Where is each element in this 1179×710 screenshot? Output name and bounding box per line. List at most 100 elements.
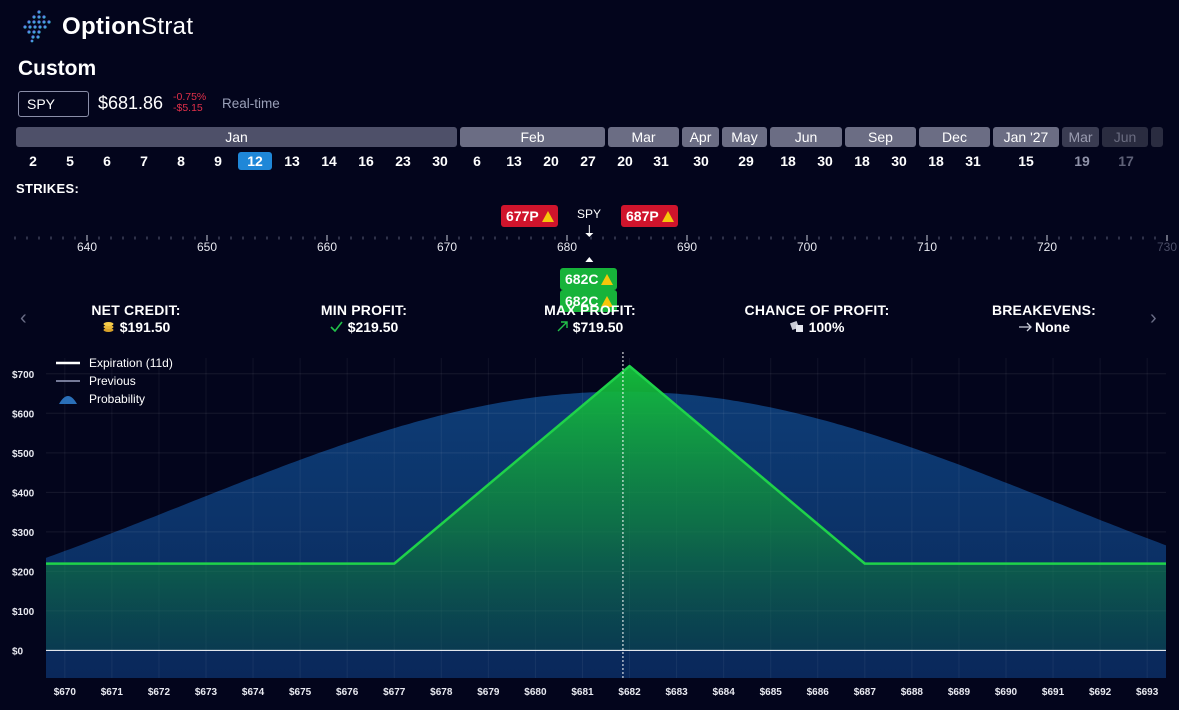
logo-text[interactable]: OptionStrat <box>62 13 194 40</box>
x-tick-label: $674 <box>242 687 265 698</box>
month-tab-jan[interactable]: Jan <box>16 127 457 147</box>
stats-prev-arrow[interactable]: ‹ <box>20 307 27 329</box>
legend-swatch-probability <box>59 396 77 404</box>
expiry-day[interactable]: 17 <box>1118 153 1134 169</box>
expiry-day[interactable]: 27 <box>580 153 596 169</box>
strike-badge-call[interactable]: 682C <box>560 290 618 312</box>
expiry-day[interactable]: 18 <box>928 153 944 169</box>
expiry-day[interactable]: 23 <box>395 153 411 169</box>
expiry-day[interactable]: 13 <box>506 153 522 169</box>
underlying-marker-arrow <box>585 233 594 237</box>
expiry-day[interactable]: 6 <box>473 153 481 169</box>
stat-chance-label: CHANCE OF PROFIT: <box>744 302 890 318</box>
x-tick-label: $676 <box>336 687 359 698</box>
y-tick-label: $600 <box>12 409 35 420</box>
expiry-day[interactable]: 19 <box>1074 153 1090 169</box>
expiry-day[interactable]: 15 <box>1018 153 1034 169</box>
expiry-day[interactable]: 30 <box>817 153 833 169</box>
expiry-day[interactable]: 2 <box>29 153 37 169</box>
x-tick-label: $691 <box>1042 687 1065 698</box>
stat-max-profit-label: MAX PROFIT: <box>544 302 636 318</box>
expiry-day[interactable]: 29 <box>738 153 754 169</box>
x-tick-label: $685 <box>760 687 783 698</box>
month-tab-mar-27[interactable]: Mar <box>1062 127 1099 147</box>
expiry-day[interactable]: 30 <box>693 153 709 169</box>
y-tick-label: $500 <box>12 449 35 460</box>
x-tick-label: $681 <box>571 687 594 698</box>
legend-probability[interactable]: Probability <box>89 392 146 406</box>
legend-swatches <box>56 361 80 404</box>
underlying-marker-label: SPY <box>577 207 602 221</box>
stat-breakevens-value: None <box>944 319 1144 335</box>
ruler-tick-label: 640 <box>77 240 97 254</box>
x-tick-label: $679 <box>477 687 500 698</box>
month-tab-may[interactable]: May <box>722 127 767 147</box>
expiry-day[interactable]: 5 <box>66 153 74 169</box>
x-tick-label: $673 <box>195 687 218 698</box>
expiry-day[interactable]: 20 <box>617 153 633 169</box>
dice-icon <box>789 321 803 332</box>
expiry-day[interactable]: 7 <box>140 153 148 169</box>
stat-breakevens-label: BREAKEVENS: <box>991 302 1097 318</box>
ruler-tick-label: 650 <box>197 240 217 254</box>
x-tick-label: $682 <box>618 687 641 698</box>
pl-chart[interactable]: $0 $100 $200 $300 $400 $500 $600 $700 $670 $671 $6… <box>0 350 1179 710</box>
y-tick-label: $100 <box>12 607 35 618</box>
month-tab-jun[interactable]: Jun <box>770 127 842 147</box>
x-tick-label: $688 <box>901 687 924 698</box>
x-tick-label: $686 <box>807 687 830 698</box>
strike-badge-put[interactable]: 687P <box>621 205 678 227</box>
trend-up-icon <box>557 321 568 332</box>
strike-badge-put[interactable]: 677P <box>501 205 558 227</box>
expiry-day-selected[interactable]: 12 <box>238 152 272 170</box>
x-tick-label: $675 <box>289 687 312 698</box>
legend-expiration[interactable]: Expiration (11d) <box>89 356 173 370</box>
expiry-day[interactable]: 6 <box>103 153 111 169</box>
coins-icon <box>103 322 114 332</box>
month-tab-dec[interactable]: Dec <box>919 127 990 147</box>
expiry-day[interactable]: 8 <box>177 153 185 169</box>
price-change-amount: -$5.15 <box>173 102 203 114</box>
x-tick-label: $683 <box>665 687 688 698</box>
stat-min-profit-value: $219.50 <box>264 319 464 335</box>
price-mode-label: Real-time <box>222 96 280 111</box>
underlying-marker-arrow-bottom <box>585 257 594 262</box>
strike-badge-call[interactable]: 682C <box>560 268 618 290</box>
x-tick-label: $680 <box>524 687 547 698</box>
expiry-day[interactable]: 18 <box>854 153 870 169</box>
month-tab-jun-27[interactable]: Jun <box>1102 127 1148 147</box>
strike-ruler[interactable]: 630640650660670680690700710720730 <box>0 225 1179 265</box>
month-tab-apr[interactable]: Apr <box>682 127 719 147</box>
x-tick-label: $684 <box>713 687 736 698</box>
expiry-day[interactable]: 31 <box>653 153 669 169</box>
page-title: Custom <box>18 57 97 80</box>
month-tab-sep[interactable]: Sep <box>845 127 916 147</box>
expiration-line[interactable] <box>46 364 1166 565</box>
expiry-day[interactable]: 14 <box>321 153 337 169</box>
underlying-price: $681.86 <box>98 93 164 113</box>
expiry-day[interactable]: 9 <box>214 153 222 169</box>
symbol-input[interactable] <box>18 91 89 117</box>
x-tick-label: $672 <box>148 687 171 698</box>
expiry-day[interactable]: 30 <box>891 153 907 169</box>
month-tab-mar[interactable]: Mar <box>608 127 679 147</box>
stat-chance-value: 100% <box>717 319 917 335</box>
expiry-day[interactable]: 20 <box>543 153 559 169</box>
expiry-day[interactable]: 31 <box>965 153 981 169</box>
ruler-tick-label: 680 <box>557 240 577 254</box>
strike-badge-label: 677P <box>506 208 539 224</box>
stat-net-credit-value: $191.50 <box>36 319 236 335</box>
month-tab-feb[interactable]: Feb <box>460 127 605 147</box>
stats-next-arrow[interactable]: › <box>1150 307 1157 329</box>
legend-previous[interactable]: Previous <box>89 374 136 388</box>
expiry-day[interactable]: 13 <box>284 153 300 169</box>
warning-icon <box>541 211 554 222</box>
check-icon <box>330 321 343 332</box>
expiry-day[interactable]: 30 <box>432 153 448 169</box>
expiry-day[interactable]: 16 <box>358 153 374 169</box>
expiry-day[interactable]: 18 <box>780 153 796 169</box>
month-tab-overflow[interactable] <box>1151 127 1163 147</box>
y-tick-label: $700 <box>12 370 35 381</box>
month-tab-jan-27[interactable]: Jan '27 <box>993 127 1059 147</box>
strike-badge-label: 682C <box>565 271 599 287</box>
